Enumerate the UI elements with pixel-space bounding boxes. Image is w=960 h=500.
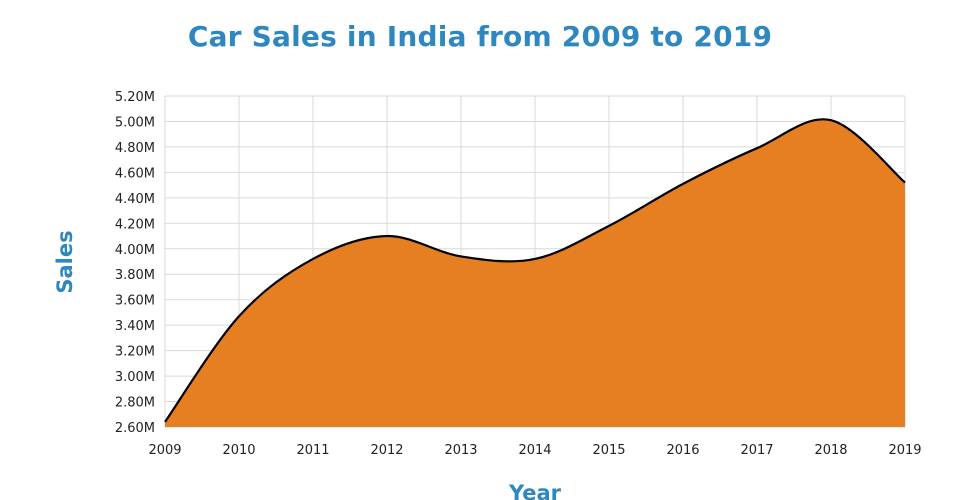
- y-tick-label: 3.40M: [115, 319, 155, 334]
- x-tick-label: 2012: [370, 443, 403, 458]
- x-tick-label: 2017: [740, 443, 773, 458]
- y-tick-label: 5.20M: [115, 90, 155, 105]
- y-tick-label: 3.60M: [115, 294, 155, 309]
- x-tick-label: 2010: [222, 443, 255, 458]
- y-tick-label: 4.80M: [115, 141, 155, 156]
- y-axis-title: Sales: [53, 230, 77, 293]
- area-fill: [165, 119, 905, 427]
- y-tick-label: 4.00M: [115, 243, 155, 258]
- y-tick-label: 2.80M: [115, 396, 155, 411]
- y-tick-label: 2.60M: [115, 421, 155, 436]
- x-tick-label: 2016: [666, 443, 699, 458]
- x-tick-label: 2019: [888, 443, 921, 458]
- x-tick-label: 2018: [814, 443, 847, 458]
- x-axis-title: Year: [508, 481, 562, 500]
- x-tick-label: 2011: [296, 443, 329, 458]
- y-tick-label: 4.60M: [115, 166, 155, 181]
- y-tick-label: 3.00M: [115, 370, 155, 385]
- x-tick-label: 2009: [148, 443, 181, 458]
- y-tick-label: 3.20M: [115, 345, 155, 360]
- series-line: [164, 118, 906, 423]
- y-tick-label: 3.80M: [115, 268, 155, 283]
- y-axis-ticks: 2.60M 2.80M 3.00M 3.20M 3.40M 3.60M 3.80M 4.00M…: [115, 90, 155, 436]
- series-area: [164, 118, 906, 427]
- x-axis-ticks: 2009 2010 2011 2012 2013 2014 2015 2016 2017 2018…: [148, 443, 921, 458]
- x-tick-label: 2014: [518, 443, 551, 458]
- chart-title: Car Sales in India from 2009 to 2019: [187, 20, 773, 53]
- x-tick-label: 2015: [592, 443, 625, 458]
- y-tick-label: 5.00M: [115, 115, 155, 130]
- y-tick-label: 4.40M: [115, 192, 155, 207]
- y-tick-label: 4.20M: [115, 217, 155, 232]
- x-tick-label: 2013: [444, 443, 477, 458]
